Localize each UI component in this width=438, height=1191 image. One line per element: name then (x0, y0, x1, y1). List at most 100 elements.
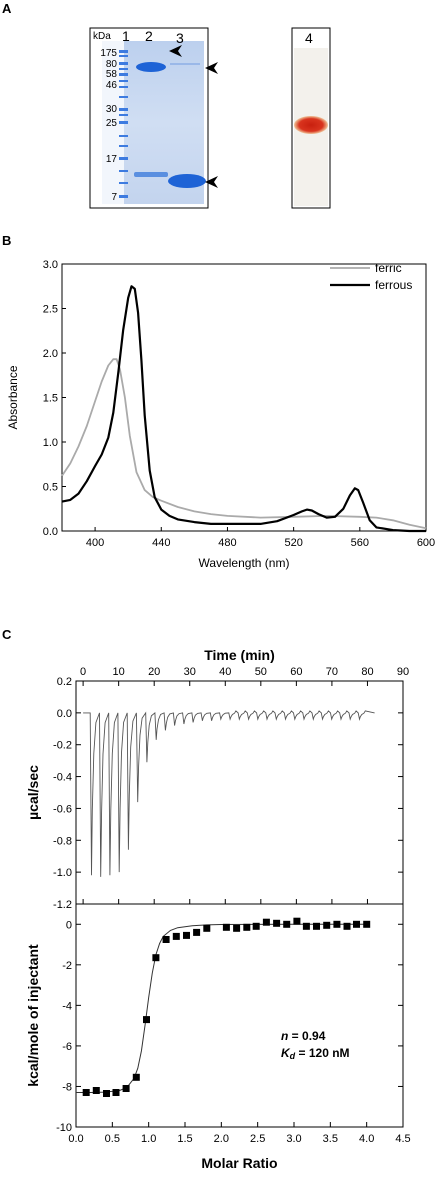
y-tick-label: -0.8 (53, 835, 72, 847)
x-tick-label: 3.0 (286, 1133, 301, 1145)
blot-lane-label-4: 4 (305, 30, 313, 46)
data-point (293, 917, 301, 925)
ladder-band (119, 50, 128, 53)
data-point (92, 1087, 100, 1094)
y-tick-label: 2.0 (43, 348, 58, 360)
x-tick-label: 0.5 (105, 1133, 120, 1145)
data-point (82, 1089, 90, 1096)
data-point (343, 922, 351, 930)
x-tick-label: 40 (219, 666, 231, 678)
panel-a-label: A (2, 1, 12, 16)
x-tick-label: 3.5 (323, 1133, 338, 1145)
gel-lane-label-1: 1 (122, 28, 130, 44)
ladder-label-46: 46 (106, 80, 118, 91)
y-tick-label: -2 (62, 960, 72, 972)
annotation-n-symbol: n (281, 1029, 288, 1043)
lane2-band-low (134, 172, 168, 177)
data-point (152, 954, 160, 962)
x-tick-label: 30 (184, 666, 196, 678)
ladder-band (119, 68, 128, 70)
ladder-band (119, 108, 128, 111)
y-tick-label: 0 (66, 919, 72, 931)
y-tick-label: -1.2 (53, 899, 72, 911)
y-tick-label: -8 (62, 1081, 72, 1093)
y-axis-label: µcal/sec (25, 765, 41, 820)
ladder-band (119, 114, 128, 116)
y-tick-label: -10 (56, 1122, 72, 1134)
data-point (222, 923, 230, 931)
annotation-kd-value: = 120 nM (295, 1046, 349, 1060)
fit-curve (76, 923, 367, 1093)
annotation-kd-subscript: d (290, 1051, 296, 1061)
ladder-label-25: 25 (106, 118, 118, 129)
x-tick-label: 440 (152, 537, 170, 549)
data-point (333, 920, 341, 928)
legend-label-ferric: ferric (375, 261, 402, 275)
series-line-ferrous (61, 285, 426, 533)
data-point (183, 931, 190, 939)
data-point (233, 924, 241, 932)
y-tick-label: -4 (62, 1000, 72, 1012)
x-tick-label: 0.0 (68, 1133, 83, 1145)
ladder-band (119, 55, 128, 57)
data-point (162, 936, 170, 943)
annotation-kd: Kd = 120 nM (281, 1046, 350, 1061)
x-tick-label: 520 (284, 537, 302, 549)
ladder-band (119, 86, 128, 88)
data-point (313, 922, 320, 930)
legend-label-ferrous: ferrous (375, 278, 412, 292)
ladder-band (119, 170, 128, 172)
x-axis-label: Wavelength (nm) (199, 556, 290, 570)
gel-kda-label: kDa (93, 31, 111, 42)
y-tick-label: 0.0 (43, 526, 58, 538)
y-tick-label: -0.4 (53, 772, 72, 784)
data-point (122, 1085, 130, 1092)
y-tick-label: 1.0 (43, 437, 58, 449)
data-point (103, 1090, 110, 1097)
lane3-band-faint (170, 63, 200, 65)
gel-lane-label-3: 3 (176, 30, 184, 46)
panel-b-label: B (2, 233, 11, 248)
data-point (193, 928, 201, 936)
y-tick-label: 3.0 (43, 259, 58, 271)
y-axis-label: Absorbance (6, 365, 20, 429)
data-point (283, 920, 291, 928)
plot-frame (61, 263, 427, 532)
ladder-band (119, 121, 128, 124)
series-line-ferric (61, 358, 427, 530)
y-tick-label: 0.2 (57, 676, 72, 688)
y-tick-label: 0.0 (57, 708, 72, 720)
ladder-band (119, 73, 128, 76)
ladder-bands (119, 50, 128, 198)
plot-frame (75, 680, 404, 905)
ladder-band (119, 182, 128, 184)
x-tick-label: 600 (417, 537, 435, 549)
annotation-kd-symbol: K (281, 1046, 291, 1060)
ladder-label-7: 7 (111, 192, 117, 203)
arrow-marker-icon (205, 62, 218, 74)
x-tick-label: 1.0 (141, 1133, 156, 1145)
data-point (323, 921, 331, 929)
x-tick-label: 2.0 (214, 1133, 229, 1145)
data-point (302, 922, 310, 930)
data-point (252, 922, 260, 930)
lane2-band-80kda (136, 62, 166, 72)
plot-frame (75, 903, 404, 1128)
x-tick-label: 80 (361, 666, 373, 678)
y-tick-label: -1.0 (53, 867, 72, 879)
y-axis-label: kcal/mole of injectant (25, 944, 41, 1087)
data-point (143, 1016, 150, 1024)
x-tick-label: 90 (397, 666, 409, 678)
x-axis-label: Time (min) (204, 647, 275, 663)
data-point (273, 919, 281, 927)
x-axis-label: Molar Ratio (201, 1155, 277, 1171)
x-tick-label: 50 (255, 666, 267, 678)
ladder-band (119, 96, 128, 98)
x-tick-label: 20 (148, 666, 160, 678)
x-tick-label: 480 (218, 537, 236, 549)
thermogram-trace (83, 710, 375, 877)
itc-binding-isotherm-chart: 0 -2 -4 -6 -8 -100.0 0.5 1.0 1.5 2.0 2.5 3.0 3.5 4.0 4… (25, 903, 411, 1171)
x-tick-label: 10 (113, 666, 125, 678)
data-point (132, 1073, 140, 1081)
